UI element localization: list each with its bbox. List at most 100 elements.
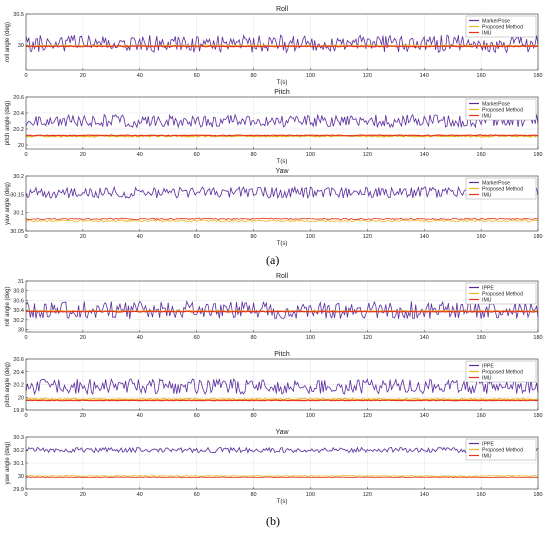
series-line-imu <box>25 45 539 48</box>
series-line-imu <box>25 310 539 313</box>
legend-box <box>465 360 537 383</box>
series-line-ippe <box>25 377 539 396</box>
y-axis-label: yaw angle (deg) <box>5 182 11 225</box>
x-tick-label: 80 <box>250 152 256 158</box>
subplot-title: Pitch <box>274 89 290 96</box>
x-tick-label: 100 <box>306 413 315 419</box>
x-axis-label: T(s) <box>277 80 288 86</box>
x-tick-label: 60 <box>194 152 200 158</box>
legend-entry: Proposed Method <box>482 292 523 298</box>
x-tick-label: 40 <box>137 413 143 419</box>
y-tick-label: 20.6 <box>13 95 24 101</box>
y-axis-label: roll angle (deg) <box>5 22 11 62</box>
series-line-proposed-method <box>25 219 539 223</box>
y-tick-label: 30.6 <box>13 298 24 304</box>
x-tick-label: 0 <box>24 234 27 240</box>
y-tick-label: 30.4 <box>13 308 24 314</box>
x-tick-label: 180 <box>533 234 542 240</box>
legend-entry: Proposed Method <box>482 25 523 31</box>
legend-entry: IMU <box>482 454 492 460</box>
y-tick-label: 30.2 <box>13 174 24 180</box>
y-tick-label: 30.8 <box>13 289 24 295</box>
x-tick-label: 120 <box>363 413 372 419</box>
legend-entry: MarkerPose <box>482 181 510 187</box>
legend-entry: MarkerPose <box>482 19 510 25</box>
y-tick-label: 30.3 <box>13 435 24 441</box>
subplot-3: Yaw 0 20 40 60 80 100 120 140 160 180 30.05 30.1 30.1… <box>5 168 543 247</box>
y-tick-label: 20.6 <box>13 357 24 363</box>
series-line-proposed-method <box>25 475 539 477</box>
axes-box <box>25 175 539 232</box>
x-tick-label: 20 <box>80 234 86 240</box>
legend-entry: IMU <box>482 298 492 304</box>
legend-entry: IMU <box>482 376 492 382</box>
x-tick-label: 20 <box>80 73 86 79</box>
x-tick-label: 160 <box>477 73 486 79</box>
y-tick-label: 20.2 <box>13 383 24 389</box>
subplot-4: Roll 0 20 40 60 80 100 120 140 160 180 30 30.2 30.4 30… <box>5 273 543 341</box>
y-tick-label: 29.9 <box>13 487 24 493</box>
y-tick-label: 30.2 <box>13 448 24 454</box>
x-tick-label: 0 <box>24 335 27 341</box>
series-line-ippe <box>25 300 539 320</box>
x-tick-label: 180 <box>533 492 542 498</box>
legend-entry: IMU <box>482 114 492 120</box>
series-line-proposed-method <box>25 134 538 138</box>
subplot-title: Roll <box>276 273 289 280</box>
x-tick-label: 140 <box>420 152 429 158</box>
x-tick-label: 180 <box>533 152 542 158</box>
y-axis-label: pitch angle (deg) <box>5 101 11 146</box>
legend-box <box>465 15 537 38</box>
x-tick-label: 160 <box>477 492 486 498</box>
x-tick-label: 180 <box>533 335 542 341</box>
series-line-proposed-method <box>25 397 539 401</box>
axes-box <box>25 96 539 150</box>
legend-entry: IPPE <box>482 442 494 448</box>
legend-entry: MarkerPose <box>482 102 510 108</box>
y-tick-label: 30 <box>18 43 24 49</box>
x-tick-label: 40 <box>137 234 143 240</box>
y-tick-label: 20.4 <box>13 370 24 376</box>
x-tick-label: 100 <box>306 73 315 79</box>
series-line-imu <box>25 399 539 402</box>
legend-entry: IPPE <box>482 286 494 292</box>
x-tick-label: 40 <box>137 73 143 79</box>
legend-entry: Proposed Method <box>482 370 523 376</box>
x-tick-label: 120 <box>363 335 372 341</box>
legend-entry: IMU <box>482 193 492 199</box>
y-tick-label: 30.1 <box>13 211 24 217</box>
x-tick-label: 140 <box>420 335 429 341</box>
series-line-imu <box>25 134 539 137</box>
y-tick-label: 30.2 <box>13 318 24 324</box>
x-tick-label: 120 <box>363 234 372 240</box>
x-axis-label: T(s) <box>277 159 288 165</box>
panel-label-a: (a) <box>266 253 280 267</box>
series-line-imu <box>25 217 539 221</box>
x-tick-label: 20 <box>80 335 86 341</box>
x-tick-label: 0 <box>24 413 27 419</box>
y-tick-label: 30.05 <box>10 229 24 235</box>
legend-entry: Proposed Method <box>482 448 523 454</box>
y-tick-label: 31 <box>18 279 24 285</box>
x-tick-label: 180 <box>533 73 542 79</box>
x-tick-label: 80 <box>250 492 256 498</box>
x-tick-label: 100 <box>306 492 315 498</box>
y-tick-label: 20 <box>18 143 24 149</box>
subplot-5: Pitch 0 20 40 60 80 100 120 140 160 180 19.8 20 20.2 2… <box>5 351 543 419</box>
x-tick-label: 140 <box>420 492 429 498</box>
x-tick-label: 160 <box>477 234 486 240</box>
x-tick-label: 160 <box>477 413 486 419</box>
y-axis-label: pitch angle (deg) <box>5 362 11 407</box>
series-line-markerpose <box>25 34 539 54</box>
x-tick-label: 40 <box>137 152 143 158</box>
x-tick-label: 60 <box>194 413 200 419</box>
x-tick-label: 180 <box>533 413 542 419</box>
y-tick-label: 30.5 <box>13 12 24 18</box>
series-line-imu <box>25 476 539 479</box>
y-tick-label: 30.1 <box>13 461 24 467</box>
subplot-title: Roll <box>276 6 289 13</box>
legend-entry: IPPE <box>482 364 494 370</box>
panel-label-b: (b) <box>266 514 280 528</box>
